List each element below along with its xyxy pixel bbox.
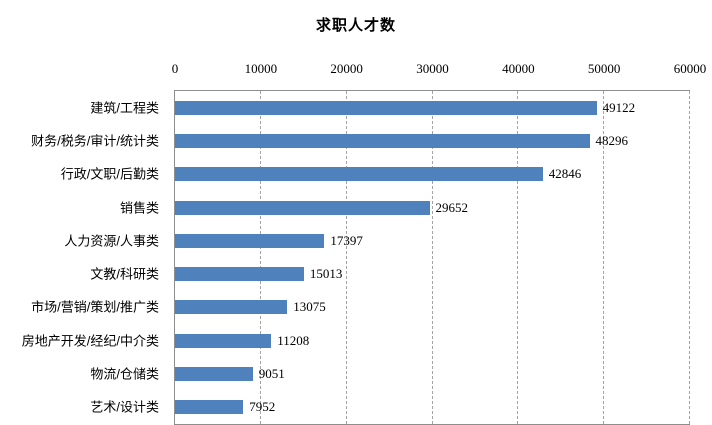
y-axis-category-labels: 建筑/工程类财务/税务/审计/统计类行政/文职/后勤类销售类人力资源/人事类文教…: [0, 90, 167, 423]
category-label: 建筑/工程类: [90, 100, 159, 116]
chart-title: 求职人才数: [315, 17, 396, 34]
bar: [175, 333, 272, 348]
bar-value-label: 48296: [595, 132, 629, 148]
bar-value-label: 29652: [435, 199, 469, 215]
x-axis-tick-label: 50000: [587, 61, 621, 76]
bar: [175, 133, 590, 148]
bar: [175, 300, 288, 315]
vertical-gridline: [517, 91, 519, 424]
vertical-gridline: [345, 91, 347, 424]
bar-value-label: 13075: [293, 299, 326, 315]
bar: [175, 267, 304, 282]
bar-value-label: 15013: [309, 266, 343, 282]
category-label: 市场/营销/策划/推广类: [31, 299, 159, 315]
bar: [175, 233, 325, 248]
bar: [175, 367, 253, 382]
vertical-gridline: [689, 91, 690, 424]
vertical-gridline: [431, 91, 433, 424]
bar-value-label: 11208: [277, 332, 310, 348]
category-label: 物流/仓储类: [90, 366, 159, 382]
category-label: 行政/文职/后勤类: [60, 166, 159, 182]
bar: [175, 167, 543, 182]
plot-area: 49122 48296 42846 29652 17397 15013 13075 11208…: [174, 90, 690, 425]
vertical-gridline: [603, 91, 605, 424]
bar-value-label: 42846: [548, 166, 582, 182]
bar: [175, 400, 244, 415]
category-label: 人力资源/人事类: [64, 233, 159, 249]
category-label: 销售类: [119, 200, 159, 216]
x-axis-tick-label: 10000: [244, 61, 278, 76]
x-axis-tick-label: 20000: [330, 61, 363, 76]
bar-value-label: 9051: [258, 366, 285, 382]
bar-value-label: 49122: [602, 99, 636, 115]
bar-value-label: 7952: [249, 399, 276, 415]
category-label: 财务/税务/审计/统计类: [31, 133, 159, 149]
x-axis-tick-label: 0: [171, 61, 179, 76]
x-axis-tick-label: 40000: [502, 61, 535, 76]
category-label: 文教/科研类: [90, 266, 159, 282]
x-axis-tick-label: 30000: [416, 61, 449, 76]
bar: [175, 200, 430, 215]
bar-value-label: 17397: [330, 232, 363, 248]
vertical-gridline: [259, 91, 261, 424]
category-label: 艺术/设计类: [90, 399, 159, 415]
x-axis-tick-label: 60000: [673, 61, 707, 76]
x-axis-tick-labels: 0 10000 20000 30000 40000 50000 60000: [0, 61, 712, 76]
bar: [175, 100, 597, 115]
category-label: 房地产开发/经纪/中介类: [21, 333, 159, 349]
